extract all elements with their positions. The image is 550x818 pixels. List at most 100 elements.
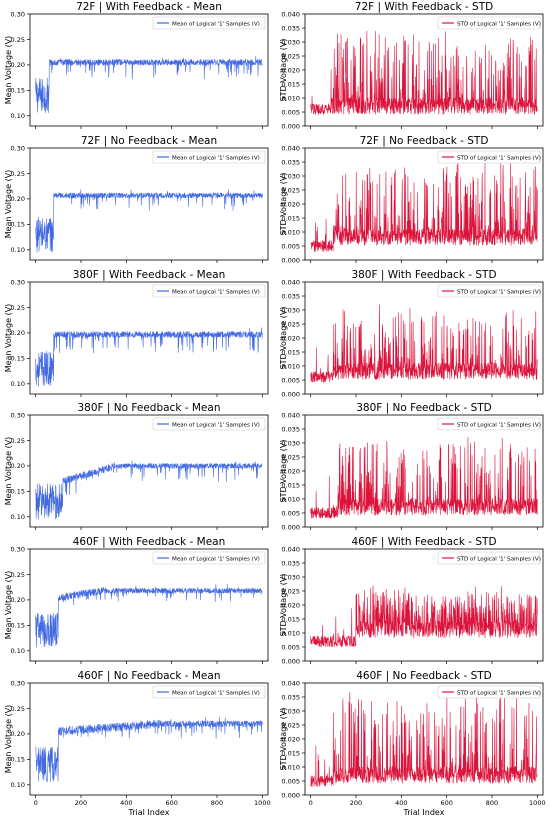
- y-axis-label: Mean Voltage (V): [4, 36, 13, 105]
- y-tick-label: 0.035: [281, 292, 300, 300]
- y-tick-label: 0.030: [281, 439, 300, 447]
- plot-frame: [29, 147, 269, 261]
- x-tick-label: 800: [211, 799, 223, 807]
- y-tick-label: 0.030: [281, 172, 300, 180]
- y-tick-label: 0.15: [11, 87, 25, 95]
- y-axis-label: STD Voltage (V): [279, 173, 288, 236]
- legend-label: STD of Logical '1' Samples (V): [457, 556, 541, 562]
- y-tick-label: 0.030: [281, 573, 300, 581]
- legend-label: Mean of Logical '1' Samples (V): [172, 690, 260, 696]
- plot-frame: [29, 548, 269, 662]
- legend-label: Mean of Logical '1' Samples (V): [172, 21, 260, 27]
- y-tick-label: 0.30: [11, 411, 25, 419]
- y-axis-label: STD Voltage (V): [279, 440, 288, 503]
- y-tick-label: 0.035: [281, 425, 300, 433]
- plot-frame: [304, 414, 544, 528]
- y-axis-label: Mean Voltage (V): [4, 437, 13, 506]
- plot-frame: [304, 548, 544, 662]
- legend-box: [437, 284, 541, 298]
- chart-panel-p4: 72F | No Feedback - STD 0.000 0.005 0.010 0.…: [279, 135, 544, 264]
- chart-panel-p9: 460F | With Feedback - Mean 0.10 0.15 0.20 0…: [4, 536, 269, 664]
- y-axis-label: STD Voltage (V): [279, 708, 288, 771]
- y-tick-label: 0.10: [11, 380, 25, 388]
- y-tick-label: 0.25: [11, 36, 25, 44]
- chart-panel-p1: 72F | With Feedback - Mean 0.10 0.15 0.20 0.…: [4, 1, 269, 129]
- y-tick-label: 0.010: [281, 362, 300, 370]
- y-tick-label: 0.015: [281, 749, 300, 757]
- y-tick-label: 0.30: [11, 144, 25, 152]
- legend-box: [437, 551, 541, 565]
- legend-box: [437, 150, 541, 164]
- series-line: [35, 716, 263, 783]
- x-tick-label: 600: [440, 799, 452, 807]
- y-tick-label: 0.015: [281, 615, 300, 623]
- y-tick-label: 0.005: [281, 777, 300, 785]
- y-tick-label: 0.025: [281, 721, 300, 729]
- y-tick-label: 0.020: [281, 66, 300, 74]
- y-tick-label: 0.15: [11, 622, 25, 630]
- legend-box: [152, 284, 266, 298]
- y-tick-label: 0.15: [11, 756, 25, 764]
- y-tick-label: 0.25: [11, 170, 25, 178]
- plot-frame: [304, 281, 544, 395]
- chart-title: 72F | With Feedback - Mean: [76, 1, 222, 13]
- chart-panel-p11: 460F | No Feedback - Mean 0.10 0.15 0.20 0.2…: [4, 670, 271, 817]
- y-tick-label: 0.30: [11, 679, 25, 687]
- plot-frame: [29, 281, 269, 395]
- y-tick-label: 0.000: [281, 657, 300, 665]
- x-tick-label: 800: [486, 799, 498, 807]
- plot-frame: [304, 147, 544, 261]
- y-tick-label: 0.030: [281, 707, 300, 715]
- y-tick-label: 0.015: [281, 481, 300, 489]
- chart-title: 460F | No Feedback - STD: [356, 670, 492, 682]
- series-line: [310, 585, 538, 648]
- x-tick-label: 0: [309, 799, 313, 807]
- plot-frame: [304, 682, 544, 796]
- legend-box: [152, 551, 266, 565]
- y-tick-label: 0.10: [11, 112, 25, 120]
- y-tick-label: 0.010: [281, 629, 300, 637]
- legend-box: [437, 685, 541, 699]
- chart-title: 460F | No Feedback - Mean: [78, 670, 221, 682]
- y-tick-label: 0.040: [281, 278, 300, 286]
- legend-label: STD of Logical '1' Samples (V): [457, 690, 541, 696]
- y-tick-label: 0.15: [11, 488, 25, 496]
- x-axis-label: Trial Index: [403, 808, 445, 817]
- series-line: [310, 160, 538, 252]
- y-axis-label: Mean Voltage (V): [4, 705, 13, 774]
- x-tick-label: 0: [34, 799, 38, 807]
- chart-title: 380F | No Feedback - STD: [356, 402, 492, 414]
- y-tick-label: 0.040: [281, 679, 300, 687]
- chart-title: 380F | With Feedback - STD: [351, 269, 496, 281]
- chart-title: 460F | With Feedback - Mean: [73, 536, 226, 548]
- y-tick-label: 0.30: [11, 545, 25, 553]
- y-tick-label: 0.025: [281, 186, 300, 194]
- y-axis-label: Mean Voltage (V): [4, 571, 13, 640]
- y-tick-label: 0.25: [11, 705, 25, 713]
- x-tick-label: 200: [75, 799, 87, 807]
- y-tick-label: 0.025: [281, 320, 300, 328]
- chart-panel-p3: 72F | No Feedback - Mean 0.10 0.15 0.20 0.25…: [4, 135, 269, 263]
- legend-label: STD of Logical '1' Samples (V): [457, 155, 541, 161]
- y-tick-label: 0.20: [11, 195, 25, 203]
- y-tick-label: 0.030: [281, 38, 300, 46]
- y-tick-label: 0.20: [11, 462, 25, 470]
- y-axis-label: Mean Voltage (V): [4, 170, 13, 239]
- x-tick-label: 400: [395, 799, 407, 807]
- y-tick-label: 0.015: [281, 80, 300, 88]
- y-tick-label: 0.035: [281, 693, 300, 701]
- legend-label: STD of Logical '1' Samples (V): [457, 289, 541, 295]
- y-tick-label: 0.040: [281, 545, 300, 553]
- y-tick-label: 0.040: [281, 10, 300, 18]
- y-tick-label: 0.025: [281, 52, 300, 60]
- x-tick-label: 1000: [529, 799, 546, 807]
- legend-box: [152, 16, 266, 30]
- legend-label: Mean of Logical '1' Samples (V): [172, 556, 260, 562]
- y-tick-label: 0.010: [281, 495, 300, 503]
- series-line: [35, 55, 263, 114]
- series-line: [35, 189, 263, 253]
- series-line: [310, 30, 538, 116]
- y-tick-label: 0.035: [281, 559, 300, 567]
- y-tick-label: 0.020: [281, 735, 300, 743]
- x-tick-label: 400: [120, 799, 132, 807]
